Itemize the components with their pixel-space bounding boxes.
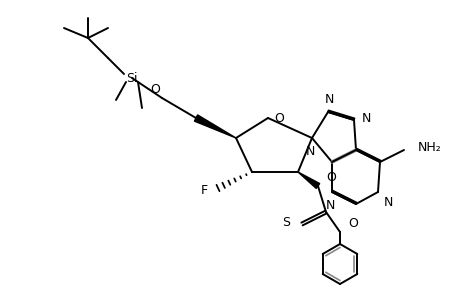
Text: O: O — [325, 171, 335, 184]
Polygon shape — [194, 115, 235, 138]
Text: N: N — [383, 196, 392, 209]
Text: N: N — [305, 145, 314, 158]
Text: S: S — [281, 217, 289, 230]
Polygon shape — [297, 172, 319, 188]
Text: N: N — [324, 93, 333, 106]
Text: N: N — [361, 112, 370, 124]
Text: NH₂: NH₂ — [417, 140, 441, 154]
Text: O: O — [347, 217, 357, 230]
Text: O: O — [274, 112, 283, 124]
Text: O: O — [150, 83, 160, 96]
Text: Si: Si — [126, 71, 137, 85]
Text: F: F — [201, 184, 207, 196]
Text: N: N — [325, 199, 334, 212]
